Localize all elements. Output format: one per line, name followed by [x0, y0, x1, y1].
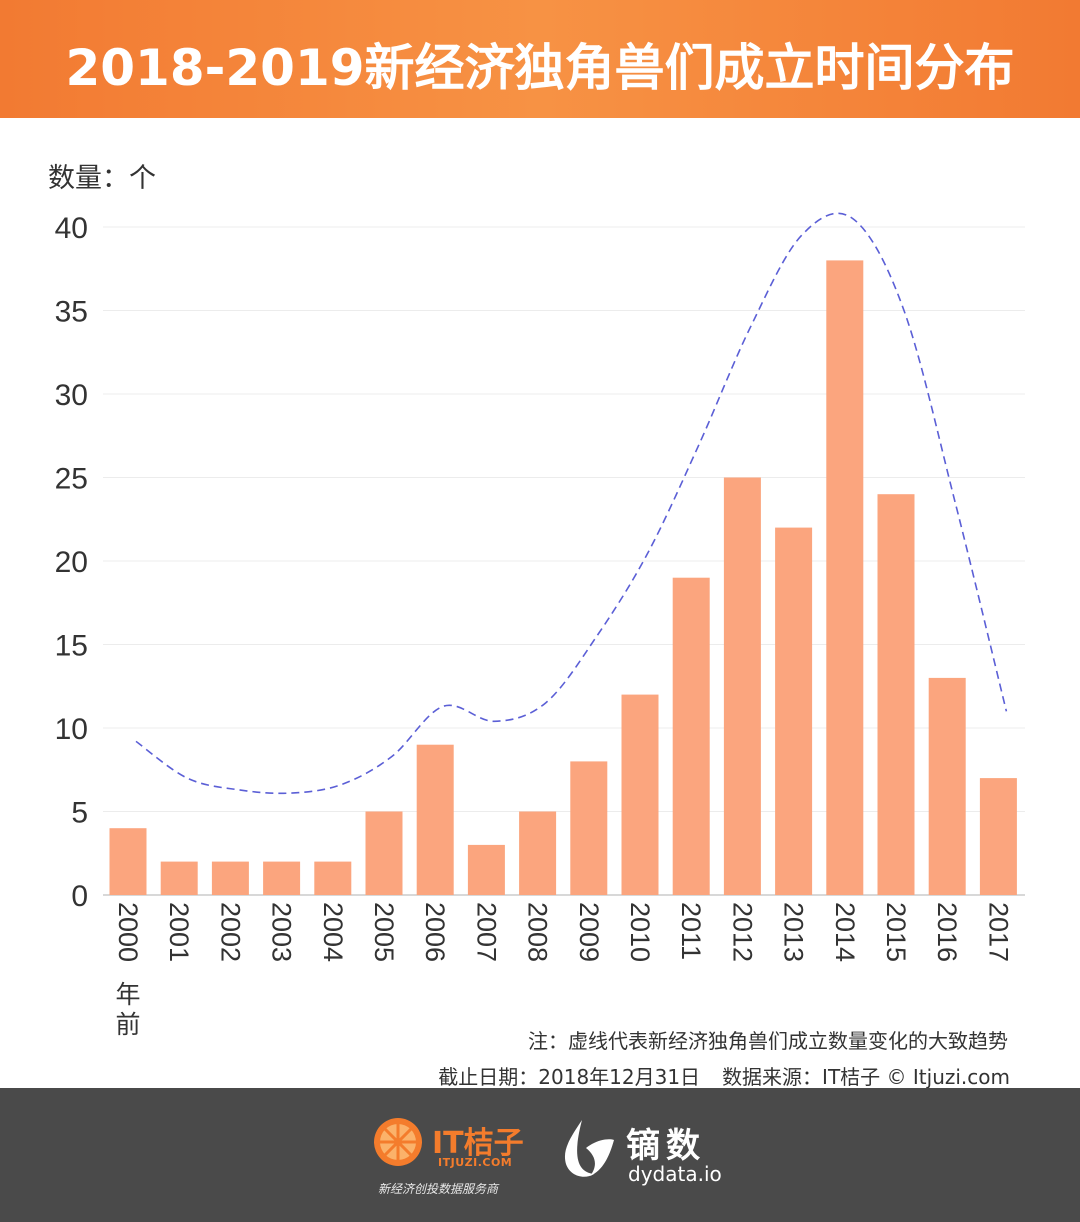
- bar: [160, 861, 198, 895]
- x-tick-label: 2011: [676, 902, 706, 960]
- x-tick-label: 2002: [215, 902, 245, 962]
- cutoff-date: 截止日期：2018年12月31日: [438, 1065, 701, 1089]
- x-tick-label-suffix: 年: [115, 980, 140, 1009]
- x-tick-label: 2010: [625, 902, 655, 962]
- bar: [314, 861, 352, 895]
- y-tick-label: 15: [55, 630, 88, 663]
- y-tick-label: 10: [55, 713, 88, 746]
- bar: [621, 694, 659, 895]
- x-tick-label: 2001: [164, 902, 194, 962]
- y-tick-label: 30: [55, 379, 88, 412]
- itjuzi-domain: ITJUZI.COM: [438, 1156, 513, 1169]
- bar: [416, 744, 454, 895]
- y-tick-label: 20: [55, 546, 88, 579]
- bar: [672, 577, 710, 895]
- x-tick-label: 2008: [523, 902, 553, 962]
- bar: [263, 861, 301, 895]
- dydata-domain: dydata.io: [628, 1162, 722, 1186]
- x-tick-label: 2009: [574, 902, 604, 962]
- y-tick-label: 25: [55, 463, 88, 496]
- bar: [519, 811, 557, 895]
- y-tick-label: 0: [71, 880, 88, 913]
- itjuzi-logo[interactable]: IT桔子 ITJUZI.COM 新经济创投数据服务商: [372, 1110, 532, 1210]
- header-banner: 2018-2019新经济独角兽们成立时间分布: [0, 0, 1080, 118]
- x-tick-label: 2005: [369, 902, 399, 962]
- x-tick-label: 2013: [779, 902, 809, 962]
- itjuzi-slogan: 新经济创投数据服务商: [378, 1182, 499, 1196]
- y-tick-label: 5: [71, 797, 88, 830]
- x-tick-label: 2007: [471, 902, 501, 962]
- bar-chart: 0 5 10 15 20 25 30 35 40 2000 年前 2001 2002 2003 2004 20…: [55, 212, 1025, 1039]
- bar: [109, 828, 147, 895]
- bar: [979, 778, 1017, 895]
- data-source: 数据来源：IT桔子 © Itjuzi.com: [722, 1065, 1010, 1089]
- x-tick-label: 2015: [881, 902, 911, 962]
- bar: [826, 260, 864, 895]
- x-tick-label: 2006: [420, 902, 450, 962]
- bar: [365, 811, 403, 895]
- x-tick-label: 2003: [267, 902, 297, 962]
- dydata-brand-name: 镝数: [626, 1126, 706, 1166]
- bar: [723, 477, 761, 895]
- trend-line: [135, 212, 1008, 795]
- page-title: 2018-2019新经济独角兽们成立时间分布: [65, 39, 1015, 97]
- x-tick-label: 2000: [113, 902, 143, 962]
- source-note: 截止日期：2018年12月31日 数据来源：IT桔子 © Itjuzi.com: [438, 1061, 1010, 1090]
- bar: [775, 527, 813, 895]
- itjuzi-brand-name: IT桔子: [432, 1126, 524, 1161]
- bar: [928, 677, 966, 895]
- x-tick-label: 2004: [318, 902, 348, 962]
- droplet-wing-icon: [564, 1120, 614, 1177]
- orange-slice-icon: [374, 1118, 422, 1166]
- bar: [467, 844, 505, 895]
- y-tick-label: 40: [55, 212, 88, 245]
- bar: [570, 761, 608, 895]
- x-tick-label: 2012: [727, 902, 757, 962]
- trend-note: 注：虚线代表新经济独角兽们成立数量变化的大致趋势: [528, 1029, 1008, 1053]
- footer: IT桔子 ITJUZI.COM 新经济创投数据服务商 镝数 dydata.io: [0, 1088, 1080, 1222]
- bar: [211, 861, 249, 895]
- x-tick-label: 2014: [830, 902, 860, 962]
- x-tick-label: 2017: [983, 902, 1013, 962]
- y-tick-label: 35: [55, 296, 88, 329]
- x-tick-label-suffix: 前: [115, 1010, 140, 1039]
- dydata-logo[interactable]: 镝数 dydata.io: [560, 1112, 760, 1212]
- x-tick-label: 2016: [932, 902, 962, 962]
- y-axis-label: 数量：个: [48, 163, 156, 194]
- bar: [877, 494, 915, 895]
